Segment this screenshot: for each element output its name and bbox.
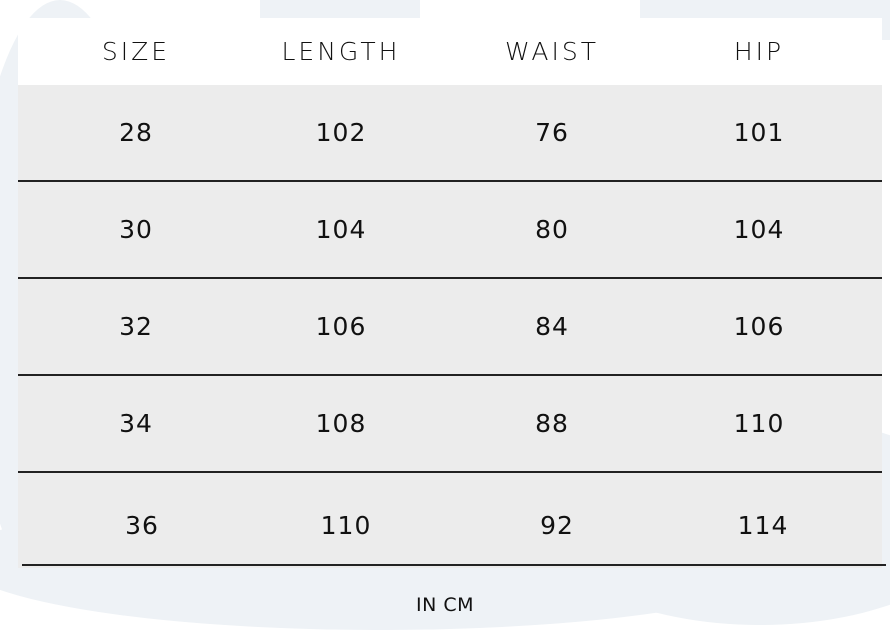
cell-length: 104	[315, 215, 367, 244]
cell-size: 34	[119, 409, 153, 438]
cell-hip: 104	[733, 215, 785, 244]
unit-caption: IN CM	[415, 594, 474, 616]
cell-length: 106	[315, 312, 367, 341]
cell-size: 36	[125, 511, 159, 540]
cell-length: 108	[315, 409, 367, 438]
cell-length: 102	[315, 118, 367, 147]
cell-hip: 114	[737, 511, 789, 540]
cell-waist: 92	[540, 511, 574, 540]
header-size: SIZE	[101, 37, 171, 66]
table-row: 34 108 88 110	[18, 376, 882, 473]
cell-hip: 106	[733, 312, 785, 341]
header-hip: HIP	[733, 37, 785, 66]
table-row: 28 102 76 101	[18, 85, 882, 182]
cell-hip: 101	[733, 118, 785, 147]
header-waist: WAIST	[505, 37, 599, 66]
table-header: SIZE LENGTH WAIST HIP	[18, 18, 882, 85]
cell-waist: 84	[535, 312, 569, 341]
header-length: LENGTH	[281, 37, 401, 66]
table-row: 32 106 84 106	[18, 279, 882, 376]
cell-waist: 76	[535, 118, 569, 147]
size-chart-table: SIZE LENGTH WAIST HIP 28 102 76 101 30 1…	[18, 18, 882, 568]
cell-waist: 80	[535, 215, 569, 244]
table-bottom-divider	[22, 564, 886, 566]
cell-size: 30	[119, 215, 153, 244]
table-row: 30 104 80 104	[18, 182, 882, 279]
cell-size: 32	[119, 312, 153, 341]
table-row: 36 110 92 114	[18, 473, 882, 568]
cell-waist: 88	[535, 409, 569, 438]
cell-length: 110	[320, 511, 372, 540]
cell-hip: 110	[733, 409, 785, 438]
cell-size: 28	[119, 118, 153, 147]
